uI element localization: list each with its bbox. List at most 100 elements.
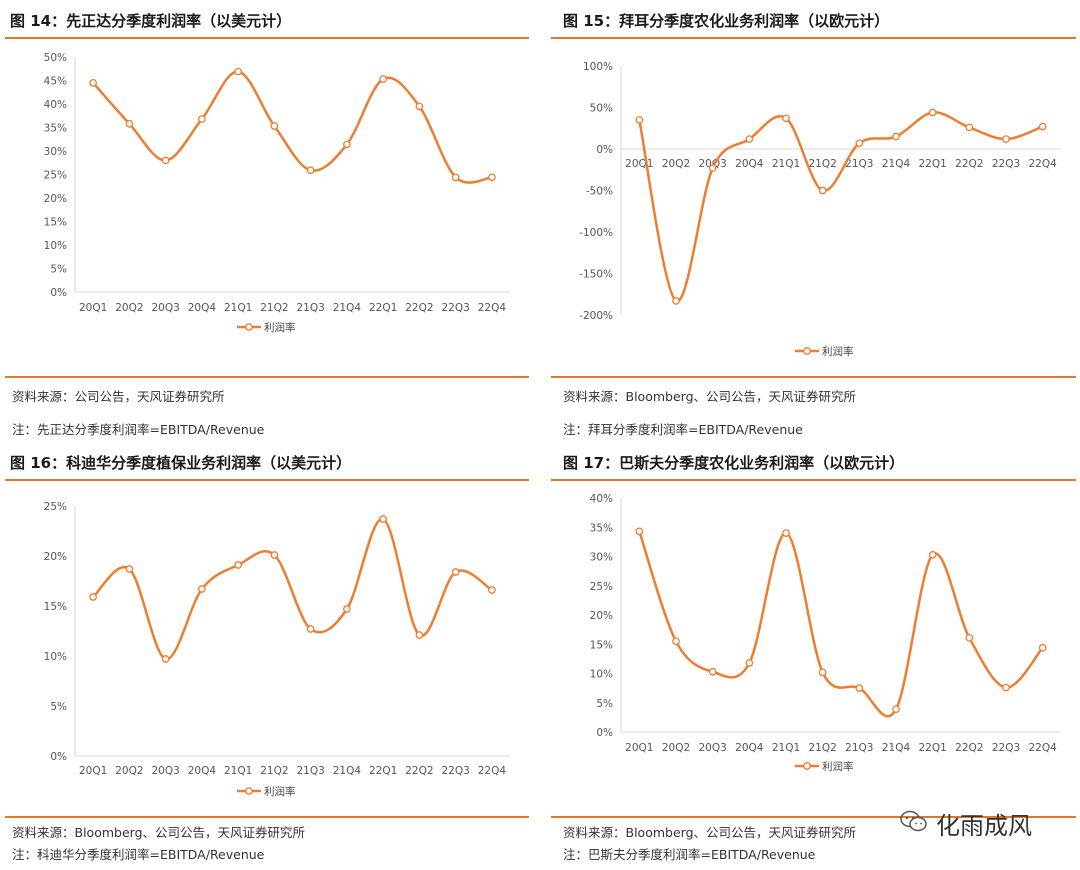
x-tick-label: 21Q1 <box>772 158 800 170</box>
x-tick-label: 22Q3 <box>992 158 1020 170</box>
data-point <box>965 123 974 132</box>
data-point <box>928 108 937 117</box>
x-tick-label: 20Q1 <box>79 765 107 777</box>
y-tick-label: 50% <box>44 52 67 64</box>
data-point <box>343 605 351 613</box>
note-text: 注：科迪华分季度利润率=EBITDA/Revenue <box>12 847 265 862</box>
x-tick-label: 22Q3 <box>441 302 469 314</box>
y-tick-label: 35% <box>44 123 67 135</box>
x-tick-label: 22Q2 <box>405 302 433 314</box>
y-tick-label: 0% <box>50 751 67 763</box>
y-tick-label: 5% <box>50 264 67 276</box>
data-point <box>379 515 387 523</box>
data-point <box>161 655 170 663</box>
y-tick-label: 25% <box>44 170 67 182</box>
x-tick-label: 20Q3 <box>151 765 179 777</box>
data-point <box>451 173 460 182</box>
x-tick-label: 21Q1 <box>224 302 252 314</box>
data-point <box>965 633 974 642</box>
x-tick-label: 21Q4 <box>333 302 362 314</box>
series-line <box>638 530 1044 718</box>
x-tick-label: 21Q1 <box>224 765 252 777</box>
y-tick-label: -100% <box>579 227 613 239</box>
data-point <box>1038 122 1047 131</box>
source-text: 资料来源：Bloomberg、公司公告，天风证券研究所 <box>12 825 306 840</box>
series-line <box>92 517 493 661</box>
y-tick-label: 15% <box>44 217 67 229</box>
x-tick-label: 22Q2 <box>955 158 983 170</box>
data-point <box>818 186 827 195</box>
x-tick-label: 21Q4 <box>882 742 911 754</box>
data-point <box>745 659 754 667</box>
data-point <box>270 122 279 130</box>
y-tick-label: 40% <box>590 493 613 505</box>
source-text: 资料来源：Bloomberg、公司公告，天风证券研究所 <box>563 389 857 404</box>
y-tick-label: 40% <box>44 99 67 111</box>
y-tick-label: 45% <box>44 76 67 88</box>
y-tick-label: -50% <box>586 186 613 198</box>
y-tick-label: 20% <box>590 610 613 622</box>
x-tick-label: 21Q3 <box>845 158 873 170</box>
data-point <box>672 637 680 646</box>
note-text: 注：巴斯夫分季度利润率=EBITDA/Revenue <box>563 847 816 862</box>
x-tick-label: 21Q2 <box>809 158 837 170</box>
data-point <box>198 585 206 593</box>
y-tick-label: 50% <box>590 103 613 115</box>
y-tick-label: 10% <box>44 240 67 252</box>
x-tick-label: 22Q4 <box>478 765 507 777</box>
y-tick-label: 5% <box>50 701 67 713</box>
x-tick-label: 21Q1 <box>772 742 800 754</box>
data-point <box>270 551 279 559</box>
x-tick-label: 22Q4 <box>478 302 507 314</box>
y-tick-label: 100% <box>583 61 613 73</box>
x-tick-label: 22Q3 <box>441 765 469 777</box>
data-point <box>672 297 680 305</box>
x-tick-label: 22Q2 <box>405 765 433 777</box>
data-point <box>782 529 790 537</box>
note-text: 注：拜耳分季度利润率=EBITDA/Revenue <box>563 422 803 437</box>
chart-title: 图 16：科迪华分季度植保业务利润率（以美元计） <box>10 454 352 472</box>
chart-title: 图 15：拜耳分季度农化业务利润率（以欧元计） <box>563 12 890 30</box>
x-tick-label: 22Q3 <box>992 742 1020 754</box>
x-tick-label: 21Q2 <box>809 742 837 754</box>
data-point <box>892 705 900 714</box>
x-tick-label: 20Q1 <box>79 302 107 314</box>
y-tick-label: 0% <box>596 727 613 739</box>
line-chart-syngenta: 0% 5% 10% 15% 20% 25% 30% 35% 40% 45% 50% 20Q1 20Q2 2… <box>44 52 510 334</box>
data-point <box>488 586 496 594</box>
data-point <box>635 527 644 536</box>
data-point <box>161 156 170 165</box>
y-tick-label: 0% <box>596 144 613 156</box>
x-tick-label: 22Q4 <box>1029 158 1058 170</box>
data-point <box>125 119 134 128</box>
y-tick-label: 20% <box>44 193 67 205</box>
y-tick-label: 15% <box>44 601 67 613</box>
data-point <box>343 140 351 149</box>
x-tick-label: 22Q1 <box>919 742 947 754</box>
y-tick-label: 30% <box>590 552 613 564</box>
data-point <box>234 67 242 76</box>
legend-marker <box>803 762 811 770</box>
data-point <box>708 164 717 172</box>
data-point <box>89 78 97 87</box>
x-tick-label: 21Q3 <box>296 765 324 777</box>
x-tick-label: 21Q2 <box>260 302 288 314</box>
x-tick-label: 21Q2 <box>260 765 288 777</box>
legend-marker <box>245 787 253 795</box>
watermark-text: 化雨成风 <box>936 812 1032 840</box>
source-rule <box>5 816 529 818</box>
data-point <box>306 625 315 633</box>
data-point <box>1038 643 1047 652</box>
x-tick-label: 20Q3 <box>699 742 727 754</box>
y-tick-label: 30% <box>44 146 67 158</box>
data-point <box>1002 683 1010 692</box>
x-tick-label: 21Q3 <box>845 742 873 754</box>
data-point <box>1002 135 1010 143</box>
y-tick-label: 10% <box>590 669 613 681</box>
legend-marker <box>803 347 811 355</box>
x-tick-label: 20Q1 <box>625 742 653 754</box>
source-rule <box>551 816 1076 818</box>
x-tick-label: 20Q4 <box>188 302 217 314</box>
x-tick-label: 22Q1 <box>369 765 397 777</box>
x-tick-label: 20Q2 <box>115 765 143 777</box>
